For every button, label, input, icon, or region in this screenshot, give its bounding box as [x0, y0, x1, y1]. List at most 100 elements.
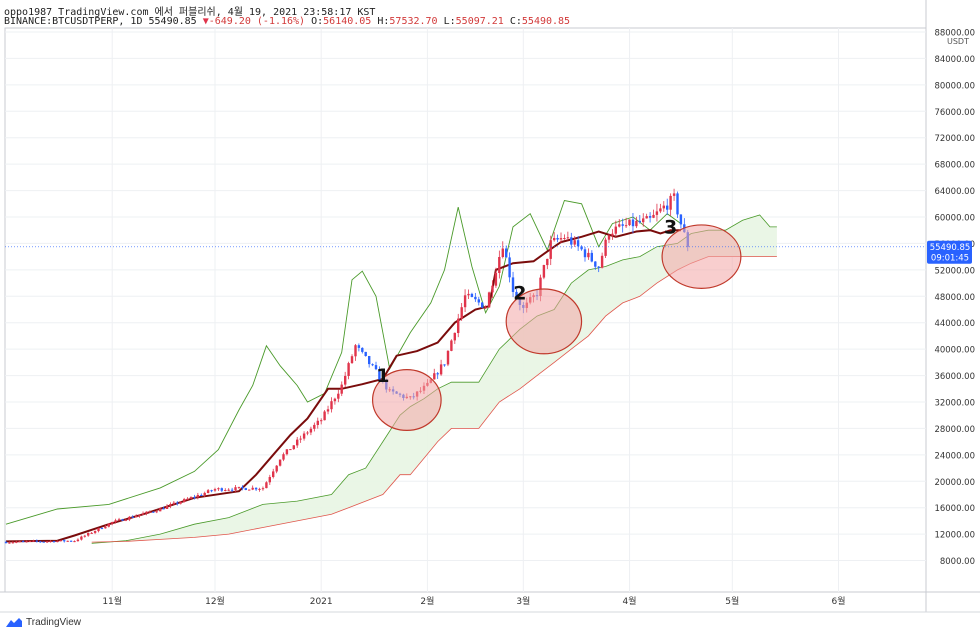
candle-body — [652, 214, 655, 218]
candle-body — [39, 541, 42, 543]
open-label: O: — [311, 16, 324, 27]
candle-body — [611, 233, 614, 236]
candle-body — [97, 528, 100, 532]
candle-body — [121, 519, 124, 521]
candle-body — [597, 266, 600, 268]
candle-body — [63, 540, 66, 542]
candle-body — [357, 345, 361, 348]
candle-body — [642, 218, 645, 223]
candle-body — [186, 498, 189, 500]
candle-body — [600, 255, 604, 268]
candle-body — [672, 193, 676, 196]
candle-body — [347, 363, 350, 376]
candle-body — [251, 487, 254, 490]
candle-body — [254, 487, 258, 490]
y-tick-label: 20000.00 — [934, 478, 975, 488]
candle-body — [100, 528, 104, 530]
candle-body — [172, 502, 176, 505]
candle-body — [275, 465, 278, 472]
candle-body — [176, 502, 179, 504]
candle-body — [200, 495, 203, 496]
low-label: L: — [443, 16, 456, 27]
candle-body — [344, 375, 347, 385]
candle-body — [576, 240, 580, 247]
candle-body — [371, 364, 374, 366]
candle-body — [73, 541, 76, 543]
x-tick-label: 2021 — [310, 597, 333, 607]
candle-body — [141, 513, 145, 515]
candle-body — [583, 249, 587, 258]
candle-body — [165, 506, 169, 509]
candle-body — [183, 499, 186, 502]
close-value: 55490.85 — [521, 16, 571, 27]
candle-body — [234, 487, 237, 491]
high-label: H: — [377, 16, 390, 27]
candle-body — [8, 542, 11, 544]
candle-body — [330, 401, 333, 410]
candle-body — [25, 541, 28, 543]
candle-body — [515, 291, 518, 298]
candle-body — [624, 225, 628, 227]
candle-body — [566, 237, 570, 239]
candle-body — [511, 277, 515, 292]
candle-body — [241, 486, 244, 489]
wave-label-2: 2 — [513, 283, 526, 305]
candle-body — [487, 292, 491, 308]
candle-body — [666, 205, 669, 210]
candle-body — [114, 520, 117, 522]
candle-body — [313, 424, 316, 429]
candle-body — [580, 246, 583, 250]
candle-body — [501, 248, 504, 257]
y-tick-label: 64000.00 — [934, 187, 975, 197]
candle-body — [11, 542, 15, 544]
candle-body — [258, 488, 261, 490]
candle-body — [210, 490, 213, 492]
y-tick-label: 24000.00 — [934, 451, 975, 461]
candle-body — [285, 449, 289, 455]
candle-body — [484, 307, 487, 309]
candle-body — [69, 540, 73, 542]
candle-body — [145, 511, 148, 514]
x-tick-label: 12월 — [205, 595, 225, 607]
candle-body — [467, 293, 470, 296]
candle-body — [648, 216, 652, 218]
candle-body — [111, 522, 114, 524]
y-tick-label: 16000.00 — [934, 504, 975, 514]
y-tick-label: 84000.00 — [934, 55, 975, 65]
ichimoku-cloud — [91, 215, 777, 544]
candle-body — [573, 240, 576, 245]
candle-body — [453, 332, 456, 341]
candle-body — [87, 533, 90, 536]
low-value: 55097.21 — [455, 16, 504, 27]
x-tick-label: 5월 — [725, 595, 739, 607]
candle-body — [155, 511, 158, 513]
candle-body — [104, 526, 107, 529]
candle-body — [265, 482, 268, 489]
candle-body — [491, 285, 494, 293]
candle-body — [124, 519, 128, 521]
candle-body — [42, 541, 45, 543]
last-price-value: 55490.85 — [930, 243, 971, 253]
candle-body — [76, 539, 80, 542]
candle-body — [18, 541, 21, 543]
x-tick-label: 3월 — [516, 595, 530, 607]
candle-body — [128, 516, 131, 520]
x-tick-label: 2월 — [420, 595, 434, 607]
candle-body — [227, 489, 230, 491]
candle-body — [563, 238, 566, 239]
candle-body — [135, 516, 138, 518]
candle-body — [296, 439, 299, 446]
price-change: -649.20 (-1.16%) — [208, 16, 306, 27]
candle-body — [457, 318, 460, 333]
y-tick-label: 72000.00 — [934, 134, 975, 144]
candle-body — [350, 356, 354, 363]
time-axis: 11월 12월 2021 2월 3월 4월 5월 6월 — [102, 595, 845, 607]
candle-body — [306, 432, 309, 434]
candle-body — [559, 238, 563, 240]
candle-body — [289, 449, 292, 451]
candle-body — [230, 489, 234, 491]
y-tick-label: 44000.00 — [934, 319, 975, 329]
candle-body — [635, 220, 638, 227]
candle-body — [368, 356, 371, 365]
